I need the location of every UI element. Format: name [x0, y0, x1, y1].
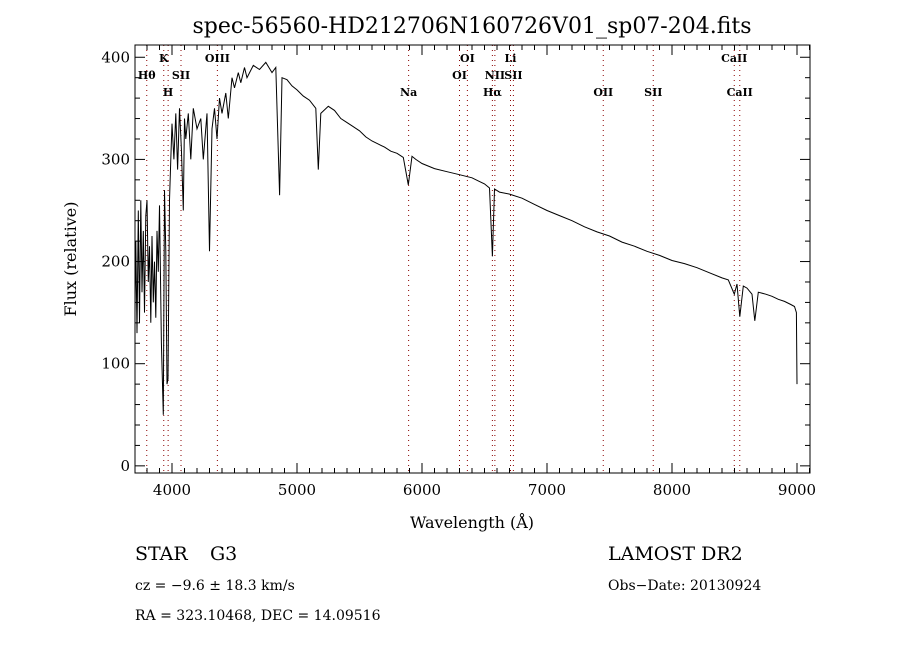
x-axis-label: Wavelength (Å) — [410, 512, 534, 532]
y-axis-label: Flux (relative) — [61, 202, 80, 317]
y-tick-label: 200 — [101, 253, 130, 271]
chart-title: spec-56560-HD212706N160726V01_sp07-204.f… — [192, 14, 751, 39]
coordinates: RA = 323.10468, DEC = 14.09516 — [135, 608, 381, 624]
plot-frame — [134, 44, 811, 474]
x-tick-label: 7000 — [528, 481, 566, 499]
y-tick-label: 100 — [101, 355, 130, 373]
spectral-line-label: Hθ — [138, 69, 156, 82]
x-tick-label: 6000 — [403, 481, 441, 499]
obs-date: Obs−Date: 20130924 — [608, 578, 761, 594]
subclass: G3 — [210, 543, 237, 565]
x-tick-label: 9000 — [778, 481, 816, 499]
spectral-line-label: Li — [505, 52, 517, 65]
x-tick-label: 5000 — [278, 481, 316, 499]
spectral-line-label: CaII — [721, 52, 747, 65]
object-class: STAR — [135, 543, 188, 565]
x-tick-label: 4000 — [153, 481, 191, 499]
y-tick-label: 0 — [120, 457, 130, 475]
spectral-line-label: Hα — [483, 86, 502, 99]
spectral-line-label: OI — [452, 69, 467, 82]
redshift-cz: cz = −9.6 ± 18.3 km/s — [135, 578, 295, 594]
y-tick-label: 400 — [101, 48, 130, 66]
spectral-line-label: OIII — [205, 52, 230, 65]
y-tick-label: 300 — [101, 150, 130, 168]
spectral-line-label: SII — [172, 69, 190, 82]
survey-name: LAMOST DR2 — [608, 543, 743, 565]
spectrum-line — [134, 61, 798, 415]
spectral-line-label: OI — [460, 52, 475, 65]
spectral-line-label: SII — [504, 69, 522, 82]
spectral-line-label: CaII — [727, 86, 753, 99]
spectral-line-label: SII — [644, 86, 662, 99]
spectral-line-label: NII — [485, 69, 505, 82]
spectral-line-label: H — [163, 86, 173, 99]
spectral-line-label: K — [159, 52, 169, 65]
spectral-line-label: OII — [593, 86, 613, 99]
spectral-line-label: Na — [400, 86, 417, 99]
x-tick-label: 8000 — [653, 481, 691, 499]
